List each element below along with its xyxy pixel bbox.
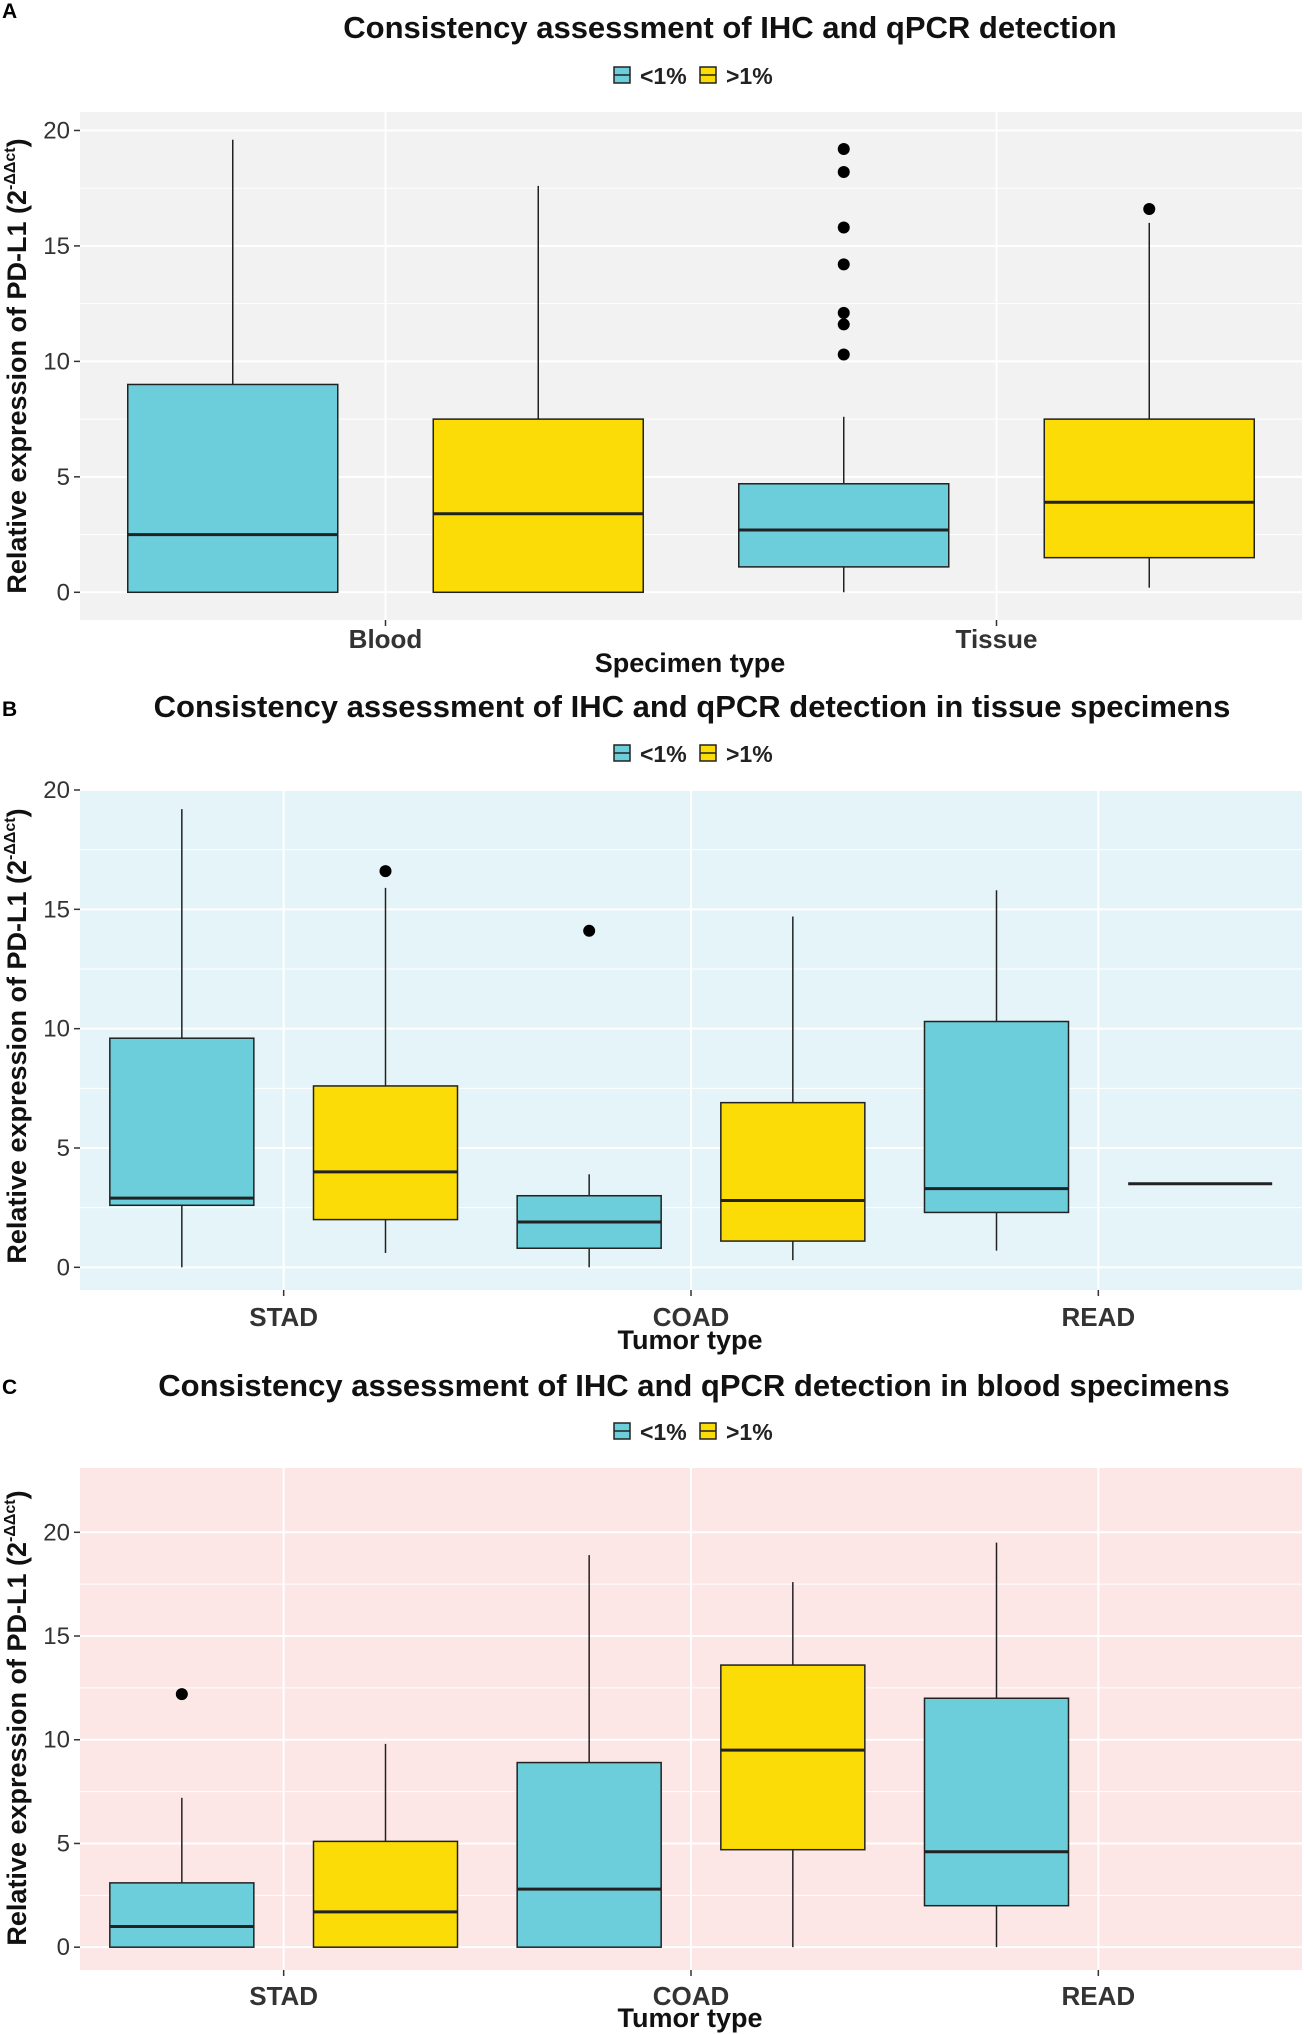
legend-label-high: >1% xyxy=(726,1419,773,1445)
x-axis-title: Tumor type xyxy=(617,2003,762,2033)
box-body xyxy=(738,483,950,568)
y-tick-label: 5 xyxy=(57,1830,70,1857)
box-body xyxy=(516,1761,662,1948)
box-body xyxy=(432,418,644,594)
box-read-low xyxy=(923,890,1070,1251)
box-stad-high xyxy=(312,1743,459,1948)
x-axis-title: Specimen type xyxy=(595,648,786,678)
box-blood-low xyxy=(127,139,339,594)
y-axis-ticks: 0 5 10 15 20 xyxy=(43,117,80,606)
panel-c: C Consistency assessment of IHC and qPCR… xyxy=(2,1368,1302,2033)
legend-label-high: >1% xyxy=(726,63,773,89)
legend: <1% >1% xyxy=(613,741,773,767)
box-series xyxy=(109,1542,1070,1948)
y-tick-label: 10 xyxy=(43,1016,70,1043)
y-tick-label: 15 xyxy=(43,896,70,923)
legend: <1% >1% xyxy=(613,63,773,89)
box-coad-low xyxy=(516,924,662,1268)
box-body xyxy=(923,1697,1070,1907)
box-blood-high xyxy=(432,185,644,594)
y-tick-label: 10 xyxy=(43,1727,70,1754)
panel-label: C xyxy=(2,1376,17,1399)
x-tick-label: READ xyxy=(1061,1981,1135,2011)
box-body xyxy=(923,1020,1070,1214)
y-axis-title: Relative expression of PD-L1 (2-ΔΔct) xyxy=(2,808,32,1263)
legend-label-low: <1% xyxy=(640,1419,687,1445)
y-tick-label: 20 xyxy=(43,117,70,144)
x-axis-ticks: STAD COAD READ xyxy=(249,1290,1135,1332)
box-read-low xyxy=(923,1542,1070,1948)
y-tick-label: 0 xyxy=(57,1254,70,1281)
panel-label: A xyxy=(2,0,17,23)
outlier-point xyxy=(837,142,850,155)
y-tick-label: 5 xyxy=(57,1135,70,1162)
y-axis-title: Relative expression of PD-L1 (2-ΔΔct) xyxy=(2,138,32,593)
panel-label: B xyxy=(2,698,17,721)
x-tick-label: STAD xyxy=(249,1981,318,2011)
box-series xyxy=(109,809,1273,1268)
box-body xyxy=(109,1037,255,1207)
y-axis-ticks: 0 5 10 15 20 xyxy=(43,1519,80,1961)
outlier-point xyxy=(379,865,392,878)
outlier-point xyxy=(837,166,850,179)
outlier-point xyxy=(175,1688,188,1701)
legend: <1% >1% xyxy=(613,1419,773,1445)
y-tick-label: 0 xyxy=(57,1934,70,1961)
box-body xyxy=(109,1882,255,1948)
box-body xyxy=(1043,418,1255,559)
box-coad-low xyxy=(516,1555,662,1948)
outlier-point xyxy=(837,318,850,331)
gridlines xyxy=(80,789,1302,1290)
chart-title: Consistency assessment of IHC and qPCR d… xyxy=(158,1368,1229,1403)
box-body xyxy=(312,1840,459,1948)
box-body xyxy=(720,1664,866,1851)
box-stad-low xyxy=(109,809,255,1268)
box-body xyxy=(720,1101,866,1242)
gridlines xyxy=(80,1468,1302,1970)
panel-b: B Consistency assessment of IHC and qPCR… xyxy=(2,689,1302,1355)
chart-title: Consistency assessment of IHC and qPCR d… xyxy=(154,689,1231,724)
x-tick-label: Tissue xyxy=(956,624,1038,654)
box-body xyxy=(127,383,339,594)
box-coad-high xyxy=(720,1582,866,1948)
outlier-point xyxy=(1143,202,1156,215)
outlier-point xyxy=(837,348,850,361)
y-tick-label: 20 xyxy=(43,777,70,804)
y-tick-label: 15 xyxy=(43,233,70,260)
x-tick-label: COAD xyxy=(653,1302,730,1332)
y-tick-label: 20 xyxy=(43,1519,70,1546)
legend-label-high: >1% xyxy=(726,741,773,767)
outlier-point xyxy=(837,306,850,319)
box-tissue-high xyxy=(1043,202,1255,588)
y-tick-label: 15 xyxy=(43,1623,70,1650)
y-axis-ticks: 0 5 10 15 20 xyxy=(43,777,80,1281)
box-body xyxy=(312,1085,459,1221)
legend-label-low: <1% xyxy=(640,741,687,767)
x-axis-ticks: STAD COAD READ xyxy=(249,1970,1135,2011)
x-tick-label: COAD xyxy=(653,1981,730,2011)
outlier-point xyxy=(837,221,850,234)
outlier-point xyxy=(837,258,850,271)
box-coad-high xyxy=(720,916,866,1261)
x-tick-label: READ xyxy=(1061,1302,1135,1332)
y-axis-title: Relative expression of PD-L1 (2-ΔΔct) xyxy=(2,1490,32,1945)
y-tick-label: 0 xyxy=(57,579,70,606)
box-tissue-low xyxy=(738,142,950,593)
panel-a: A Consistency assessment of IHC and qPCR… xyxy=(2,0,1302,678)
y-tick-label: 10 xyxy=(43,348,70,375)
outlier-point xyxy=(583,924,596,937)
x-tick-label: Blood xyxy=(349,624,423,654)
legend-label-low: <1% xyxy=(640,63,687,89)
x-axis-ticks: Blood Tissue xyxy=(349,620,1038,654)
y-tick-label: 5 xyxy=(57,464,70,491)
box-stad-high xyxy=(312,865,459,1254)
box-series xyxy=(127,139,1255,594)
x-tick-label: STAD xyxy=(249,1302,318,1332)
box-stad-low xyxy=(109,1688,255,1948)
chart-title: Consistency assessment of IHC and qPCR d… xyxy=(343,10,1116,45)
x-axis-title: Tumor type xyxy=(617,1325,762,1355)
